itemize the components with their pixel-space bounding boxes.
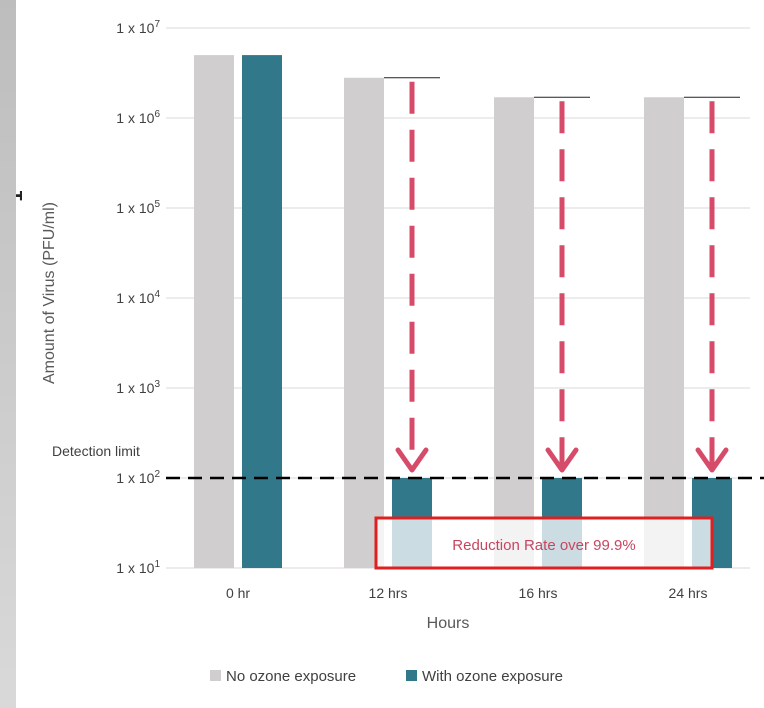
annotations: Detection limit Reduction Rate over 99.9%… — [16, 77, 764, 570]
legend-swatch — [210, 670, 221, 681]
y-tick-label: 1 x 104 — [116, 289, 160, 306]
x-axis-title: Hours — [427, 615, 470, 632]
x-tick-label: 24 hrs — [669, 585, 708, 601]
detection-limit-label: Detection limit — [52, 443, 140, 459]
x-tick-label: 16 hrs — [519, 585, 558, 601]
bar-no-ozone — [194, 55, 234, 568]
y-tick-labels: 1 x 101 1 x 102 1 x 103 1 x 104 1 x 105 1 x 1… — [116, 19, 160, 576]
bar-no-ozone — [494, 97, 534, 569]
reduction-arrow-head — [395, 447, 429, 473]
y-tick-label: 1 x 105 — [116, 199, 160, 216]
y-tick-label: 1 x 101 — [116, 559, 160, 576]
bar-with-ozone — [242, 55, 282, 568]
y-tick-label: 1 x 103 — [116, 379, 160, 396]
reduction-arrow-head — [695, 447, 729, 473]
y-tick-label: 1 x 106 — [116, 109, 160, 126]
x-tick-label: 12 hrs — [369, 585, 408, 601]
bar-no-ozone — [344, 77, 384, 569]
reduction-box — [374, 516, 714, 570]
legend-swatch — [406, 670, 417, 681]
y-tick-label: 1 x 102 — [116, 469, 160, 486]
bars — [194, 55, 732, 569]
legend-label: With ozone exposure — [422, 668, 563, 685]
legend: No ozone exposure With ozone exposure — [210, 668, 563, 685]
reduction-arrow-head — [545, 447, 579, 473]
bar-chart: 1 x 101 1 x 102 1 x 103 1 x 104 1 x 105 1 x 1… — [16, 19, 764, 685]
y-tick-label: 1 x 107 — [116, 19, 160, 36]
chart-frame: 1 x 101 1 x 102 1 x 103 1 x 104 1 x 105 1 x 1… — [16, 0, 764, 708]
bar-no-ozone — [644, 97, 684, 569]
y-axis-title: Amount of Virus (PFU/ml) — [41, 202, 58, 384]
side-marker: *1 — [16, 191, 27, 210]
legend-label: No ozone exposure — [226, 668, 356, 685]
reduction-label: Reduction Rate over 99.9% — [452, 537, 635, 554]
x-tick-label: 0 hr — [226, 585, 250, 601]
x-tick-labels: 0 hr 12 hrs 16 hrs 24 hrs — [226, 585, 708, 601]
